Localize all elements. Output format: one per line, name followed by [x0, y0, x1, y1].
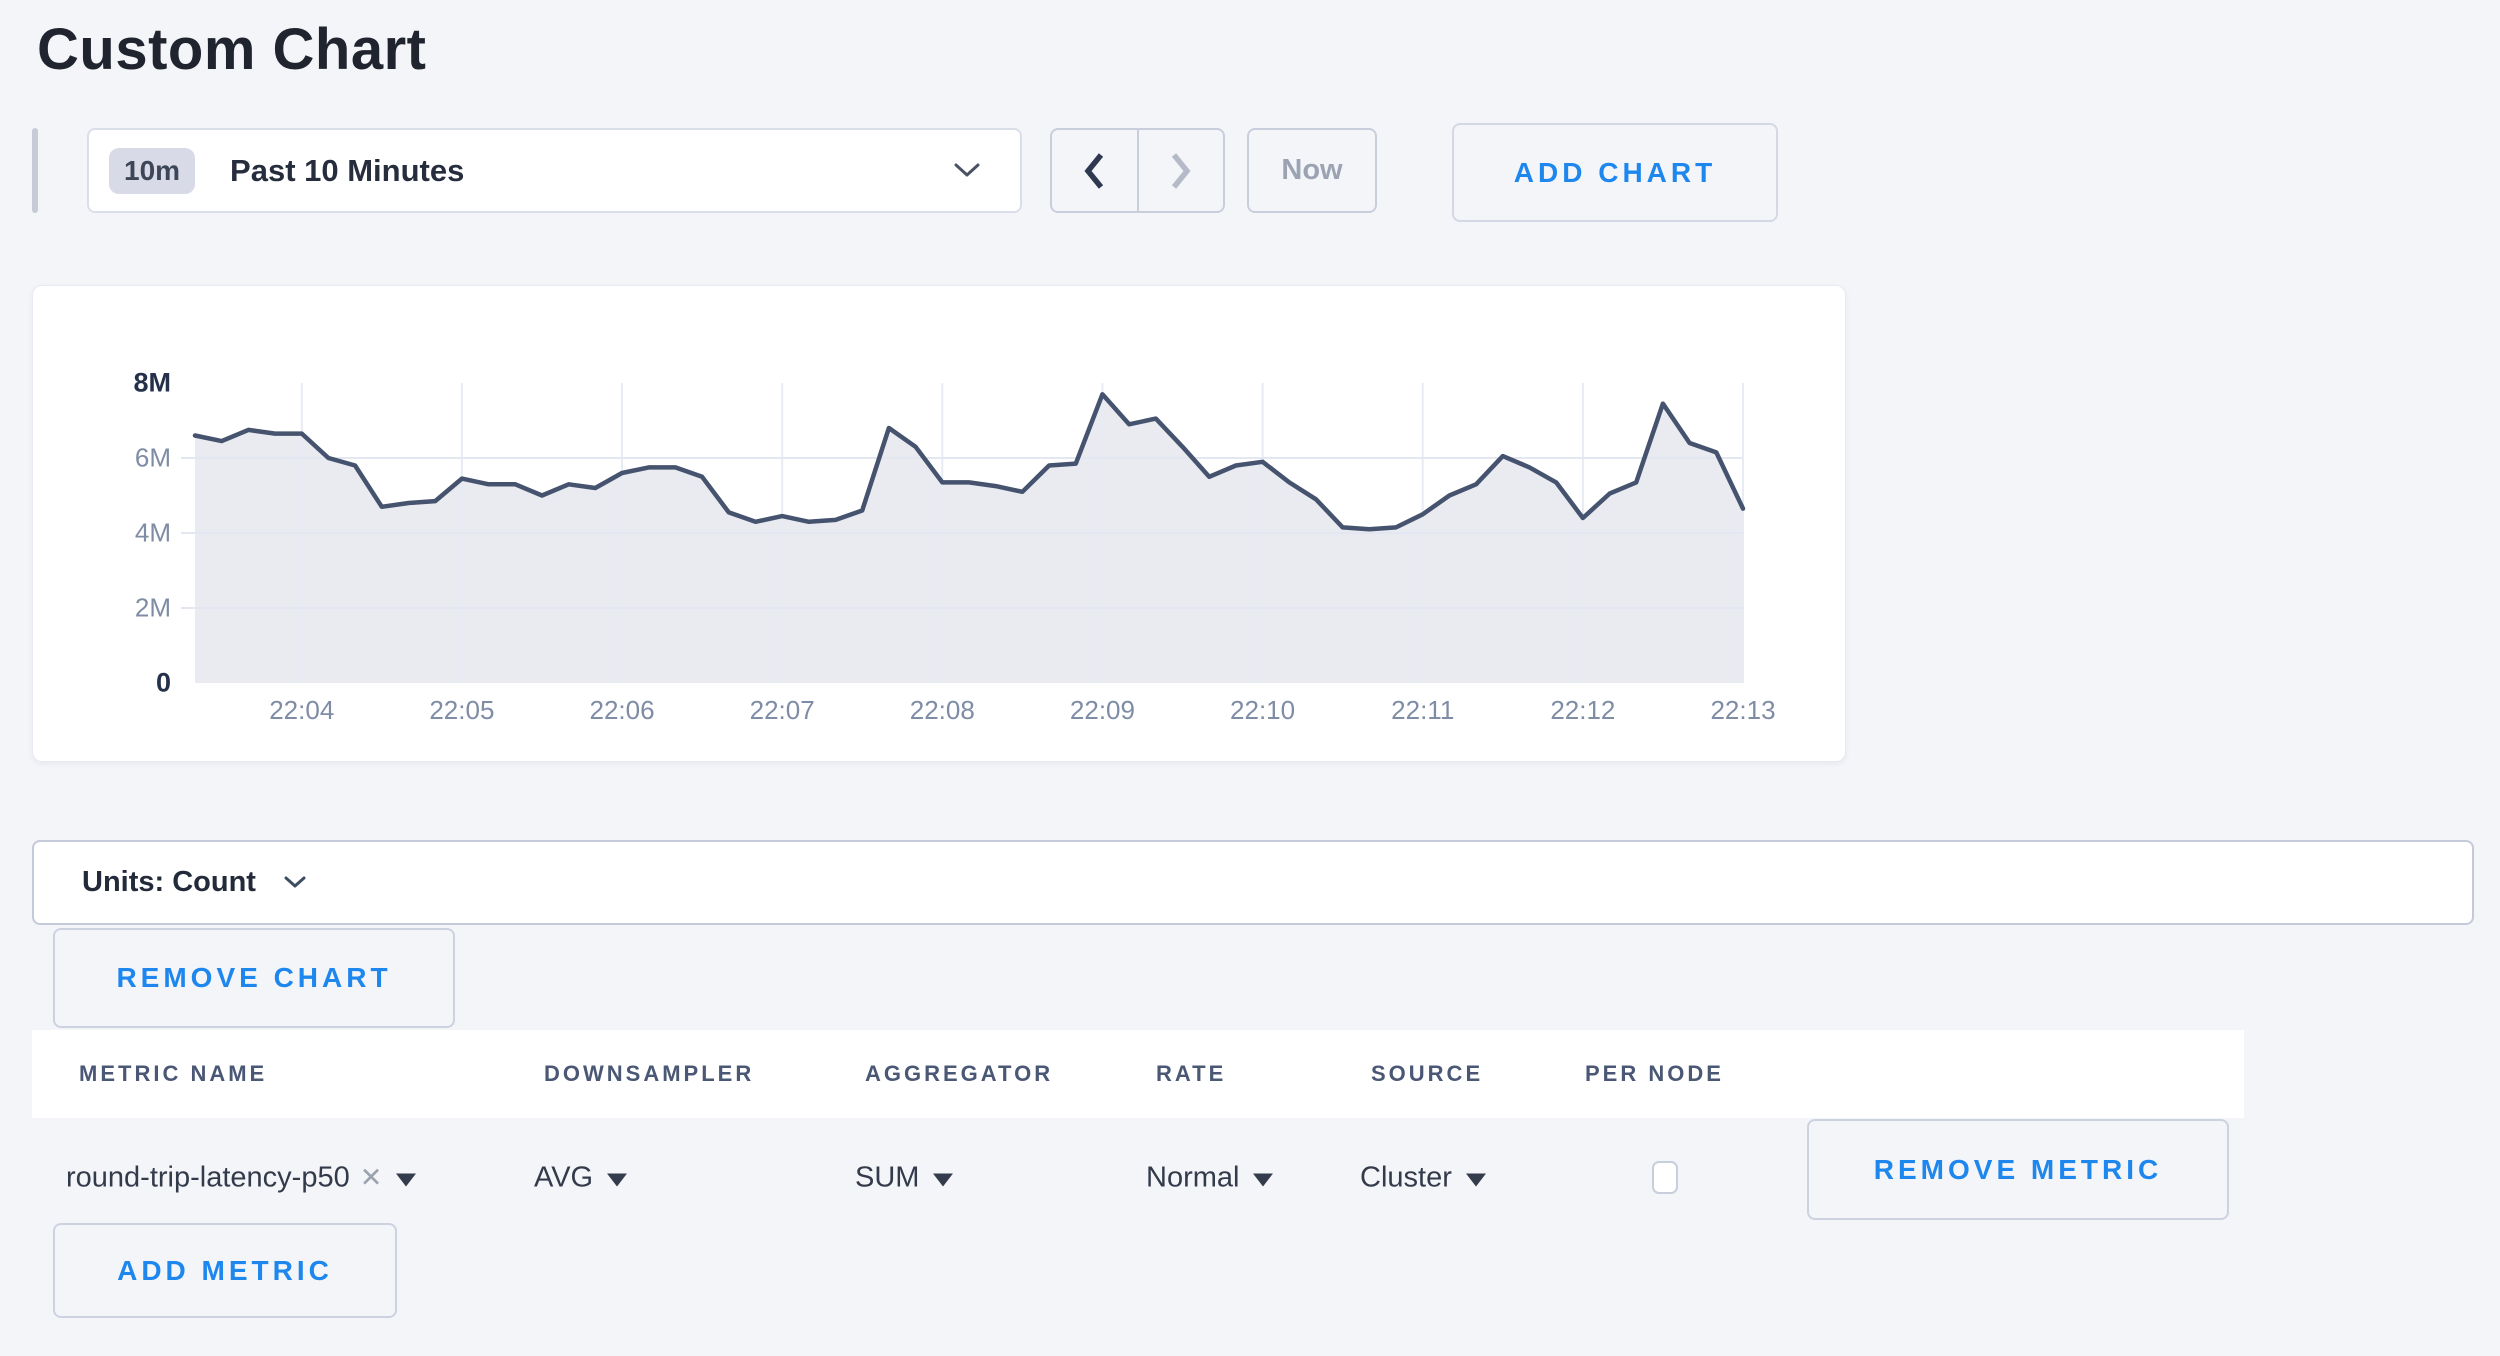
chevron-down-icon: [954, 163, 980, 177]
caret-down-icon: [1253, 1173, 1274, 1187]
timeseries-area-chart: [181, 383, 1746, 683]
rate-value: Normal: [1146, 1161, 1240, 1194]
now-button[interactable]: Now: [1247, 128, 1377, 213]
remove-chart-button[interactable]: REMOVE CHART: [53, 928, 455, 1028]
rate-select[interactable]: Normal: [1146, 1161, 1274, 1195]
per-node-checkbox[interactable]: [1652, 1161, 1678, 1194]
y-axis-tick-label: 8M: [133, 367, 171, 398]
chart-card: 8M 6M 4M 2M 0 22:04 22:05 22:06 22:07 22:08 22:09…: [32, 285, 1846, 762]
column-header-rate: RATE: [1156, 1061, 1227, 1086]
x-axis-tick-label: 22:12: [1550, 695, 1616, 725]
time-nav-group: [1050, 128, 1225, 213]
caret-down-icon: [396, 1173, 417, 1187]
y-axis-tick-label: 4M: [134, 517, 171, 548]
chevron-left-icon: [1084, 152, 1104, 189]
metric-name-value: round-trip-latency-p50: [66, 1161, 350, 1194]
toolbar-accent-bar: [32, 128, 38, 213]
x-axis-tick-label: 22:09: [1069, 695, 1135, 725]
prev-time-button[interactable]: [1052, 130, 1137, 211]
aggregator-value: SUM: [855, 1161, 920, 1194]
add-metric-button[interactable]: ADD METRIC: [53, 1223, 397, 1318]
column-header-downsampler: DOWNSAMPLER: [544, 1061, 755, 1086]
page-title: Custom Chart: [37, 17, 427, 82]
x-axis-labels: 22:04 22:05 22:06 22:07 22:08 22:09 22:10 22:11…: [195, 695, 1775, 735]
time-window-badge: 10m: [109, 147, 196, 194]
add-chart-button[interactable]: ADD CHART: [1452, 123, 1778, 222]
time-window-label: Past 10 Minutes: [230, 152, 465, 188]
column-header-aggregator: AGGREGATOR: [865, 1061, 1054, 1086]
chevron-right-icon: [1171, 152, 1191, 189]
x-axis-tick-label: 22:06: [589, 695, 655, 725]
metrics-table-header: METRIC NAME DOWNSAMPLER AGGREGATOR RATE …: [32, 1030, 2244, 1118]
chevron-down-icon: [284, 876, 306, 888]
units-selector-label: Units: Count: [82, 866, 256, 898]
caret-down-icon: [1465, 1173, 1486, 1187]
x-axis-tick-label: 22:08: [909, 695, 975, 725]
x-axis-tick-label: 22:05: [429, 695, 495, 725]
x-axis-tick-label: 22:04: [269, 695, 335, 725]
x-axis-tick-label: 22:11: [1391, 695, 1455, 725]
source-value: Cluster: [1360, 1161, 1452, 1194]
column-header-per-node: PER NODE: [1585, 1061, 1724, 1086]
metric-name-select[interactable]: round-trip-latency-p50 ✕: [66, 1161, 417, 1195]
column-header-metric-name: METRIC NAME: [79, 1061, 268, 1086]
clear-metric-icon[interactable]: ✕: [359, 1162, 383, 1193]
y-axis-tick-label: 6M: [134, 442, 171, 473]
y-axis-tick-label: 2M: [134, 592, 171, 623]
x-axis-tick-label: 22:10: [1230, 695, 1296, 725]
x-axis-tick-label: 22:07: [749, 695, 815, 725]
caret-down-icon: [933, 1173, 954, 1187]
x-axis-tick-label: 22:13: [1710, 695, 1776, 725]
y-axis-labels: 8M 6M 4M 2M 0: [33, 368, 181, 698]
column-header-source: SOURCE: [1371, 1061, 1484, 1086]
source-select[interactable]: Cluster: [1360, 1162, 1486, 1195]
aggregator-select[interactable]: SUM: [855, 1161, 954, 1195]
remove-metric-button[interactable]: REMOVE METRIC: [1807, 1119, 2229, 1220]
downsampler-select[interactable]: AVG: [534, 1161, 628, 1195]
time-window-select[interactable]: 10m Past 10 Minutes: [87, 128, 1022, 213]
caret-down-icon: [607, 1173, 628, 1187]
next-time-button[interactable]: [1136, 130, 1224, 211]
units-selector[interactable]: Units: Count: [32, 840, 2474, 925]
downsampler-value: AVG: [534, 1161, 594, 1194]
y-axis-tick-label: 0: [155, 667, 171, 698]
